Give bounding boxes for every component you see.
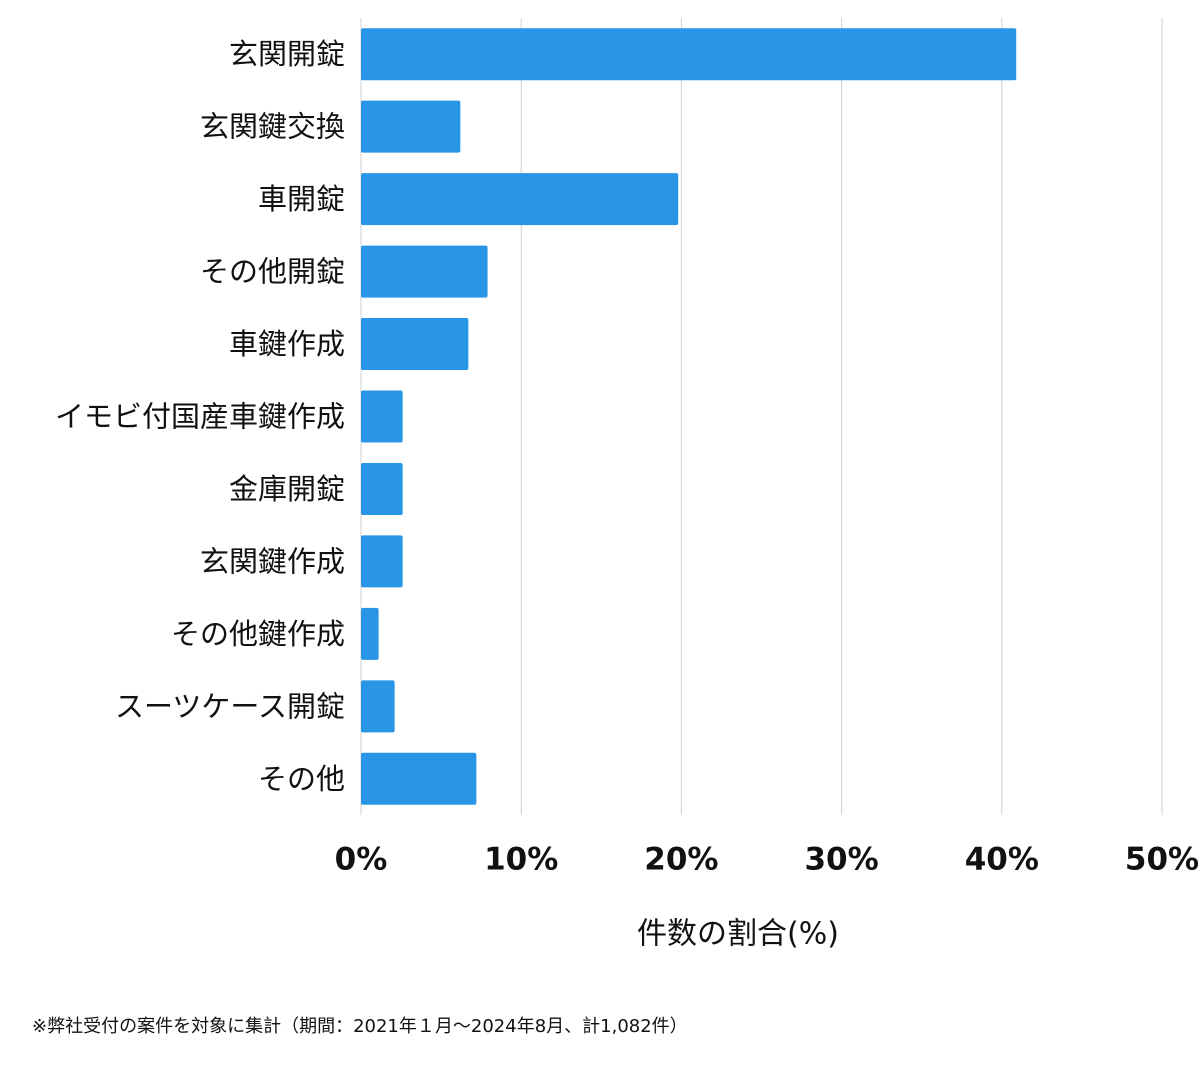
bar	[361, 535, 403, 588]
bar	[361, 752, 477, 805]
y-tick-label: 玄関鍵作成	[200, 544, 345, 578]
x-axis-label: 件数の割合(%)	[637, 917, 839, 952]
y-tick-label: 金庫開錠	[229, 472, 345, 506]
bar	[361, 28, 1017, 81]
y-tick-label: その他鍵作成	[171, 617, 345, 651]
y-tick-label: イモビ付国産車鍵作成	[55, 400, 345, 434]
x-tick-label: 30%	[804, 842, 878, 878]
bar	[361, 390, 403, 443]
footnote: ※弊社受付の案件を対象に集計（期間：2021年１月〜2024年8月、計1,082…	[32, 1016, 688, 1037]
y-tick-label: 車開錠	[258, 182, 345, 216]
bar	[361, 462, 403, 515]
y-tick-label: 玄関鍵交換	[200, 110, 345, 144]
y-tick-label: その他	[258, 762, 345, 796]
y-tick-label: 玄関開錠	[229, 37, 345, 71]
y-tick-label: その他開錠	[200, 255, 345, 289]
x-tick-label: 40%	[965, 842, 1039, 878]
bar	[361, 100, 461, 153]
x-tick-label: 20%	[644, 842, 718, 878]
x-tick-label: 0%	[335, 842, 388, 878]
x-tick-label: 50%	[1125, 842, 1199, 878]
x-tick-label: 10%	[484, 842, 558, 878]
bar	[361, 245, 488, 298]
bar	[361, 607, 379, 660]
bar	[361, 173, 679, 226]
bar	[361, 318, 469, 371]
y-tick-label: スーツケース開錠	[115, 689, 345, 723]
y-tick-label: 車鍵作成	[229, 327, 345, 361]
bar	[361, 680, 395, 733]
